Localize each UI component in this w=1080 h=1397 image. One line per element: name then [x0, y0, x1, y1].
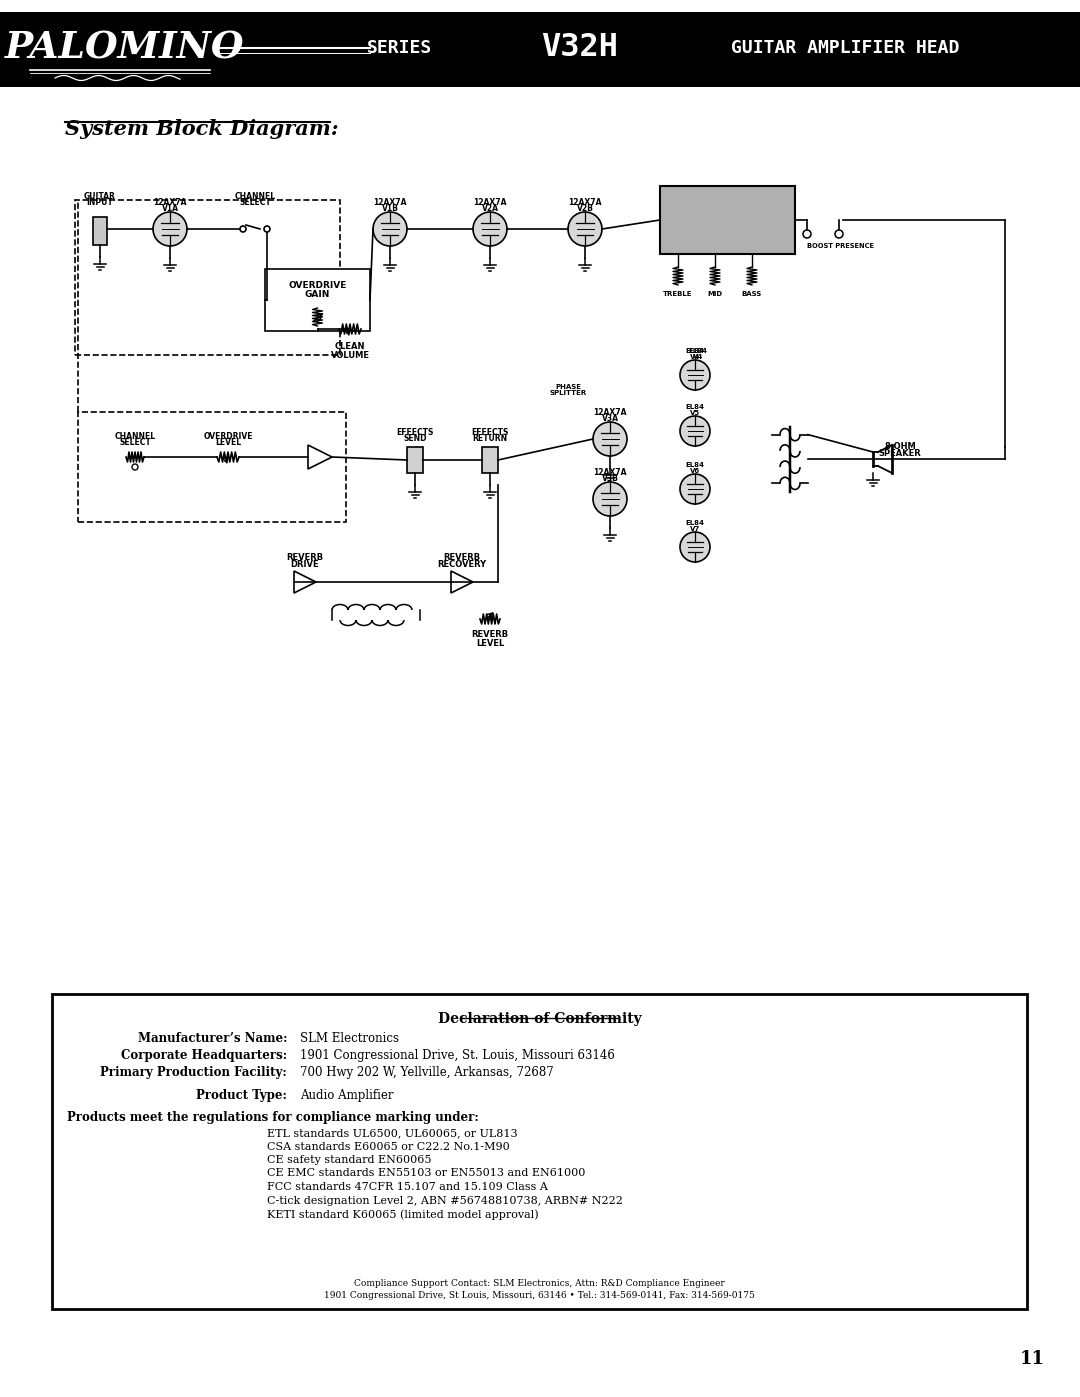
Text: SELECT: SELECT [119, 439, 151, 447]
Text: Audio Amplifier: Audio Amplifier [300, 1090, 393, 1102]
Text: BASS: BASS [742, 291, 762, 298]
Text: REVERB: REVERB [472, 630, 509, 638]
Text: PHASE: PHASE [555, 384, 581, 390]
Text: 1901 Congressional Drive, St Louis, Missouri, 63146 • Tel.: 314-569-0141, Fax: 3: 1901 Congressional Drive, St Louis, Miss… [324, 1291, 755, 1301]
Text: V1B: V1B [381, 204, 399, 212]
Text: BOOST PRESENCE: BOOST PRESENCE [807, 243, 874, 249]
Circle shape [593, 422, 627, 455]
Circle shape [680, 360, 710, 390]
Text: Compliance Support Contact: SLM Electronics, Attn: R&D Compliance Engineer: Compliance Support Contact: SLM Electron… [354, 1280, 725, 1288]
Text: CSA standards E60065 or C22.2 No.1-M90: CSA standards E60065 or C22.2 No.1-M90 [267, 1141, 510, 1151]
Text: OVERDRIVE: OVERDRIVE [203, 432, 253, 441]
Text: V32H: V32H [541, 32, 619, 63]
Text: 1901 Congressional Drive, St. Louis, Missouri 63146: 1901 Congressional Drive, St. Louis, Mis… [300, 1049, 615, 1062]
FancyBboxPatch shape [265, 270, 370, 331]
Text: SPLITTER: SPLITTER [550, 390, 586, 395]
Text: SLM Electronics: SLM Electronics [300, 1032, 399, 1045]
Circle shape [835, 231, 843, 237]
Text: INPUT: INPUT [86, 198, 113, 207]
Text: REVERB: REVERB [286, 553, 324, 562]
Circle shape [264, 226, 270, 232]
Text: EL84: EL84 [689, 348, 707, 353]
Text: V5: V5 [690, 409, 700, 416]
Text: CLEAN: CLEAN [335, 342, 365, 351]
Text: 12AX7A: 12AX7A [153, 198, 187, 207]
Text: EL84: EL84 [686, 348, 704, 353]
Text: 700 Hwy 202 W, Yellville, Arkansas, 72687: 700 Hwy 202 W, Yellville, Arkansas, 7268… [300, 1066, 554, 1078]
Text: 12AX7A: 12AX7A [374, 198, 407, 207]
Text: Primary Production Facility:: Primary Production Facility: [100, 1066, 287, 1078]
Text: 12AX7A: 12AX7A [593, 408, 626, 416]
Text: 12AX7A: 12AX7A [568, 198, 602, 207]
Text: EL84: EL84 [686, 404, 704, 409]
Text: V7: V7 [690, 527, 700, 532]
Text: VOLUME: VOLUME [330, 351, 369, 360]
Text: 11: 11 [1020, 1350, 1044, 1368]
Text: V2B: V2B [577, 204, 593, 212]
Circle shape [473, 212, 507, 246]
Circle shape [240, 226, 246, 232]
Text: GAIN: GAIN [305, 291, 330, 299]
Text: SPEAKER: SPEAKER [879, 448, 921, 458]
Circle shape [680, 474, 710, 504]
Text: Product Type:: Product Type: [197, 1090, 287, 1102]
Text: LEVEL: LEVEL [476, 638, 504, 648]
Circle shape [153, 212, 187, 246]
Text: LEVEL: LEVEL [215, 439, 241, 447]
Text: ETL standards UL6500, UL60065, or UL813: ETL standards UL6500, UL60065, or UL813 [267, 1127, 517, 1139]
Text: CHANNEL: CHANNEL [114, 432, 156, 441]
Circle shape [680, 532, 710, 562]
FancyBboxPatch shape [52, 995, 1027, 1309]
Text: C-tick designation Level 2, ABN #56748810738, ARBN# N222: C-tick designation Level 2, ABN #5674881… [267, 1196, 623, 1206]
Text: OVERDRIVE: OVERDRIVE [288, 281, 347, 291]
Circle shape [568, 212, 602, 246]
Circle shape [132, 464, 138, 469]
Text: 12AX7A: 12AX7A [473, 198, 507, 207]
Text: EL84: EL84 [686, 520, 704, 527]
Text: GUITAR: GUITAR [84, 191, 116, 201]
Text: FCC standards 47CFR 15.107 and 15.109 Class A: FCC standards 47CFR 15.107 and 15.109 Cl… [267, 1182, 548, 1192]
Text: V3B: V3B [602, 474, 619, 483]
FancyBboxPatch shape [660, 186, 795, 254]
Text: SELECT: SELECT [239, 198, 271, 207]
Text: RECOVERY: RECOVERY [437, 560, 487, 569]
Text: V2A: V2A [482, 204, 499, 212]
Text: CE EMC standards EN55103 or EN55013 and EN61000: CE EMC standards EN55103 or EN55013 and … [267, 1168, 585, 1179]
Text: System Block Diagram:: System Block Diagram: [65, 119, 339, 138]
Text: EL84: EL84 [686, 462, 704, 468]
Text: Declaration of Conformity: Declaration of Conformity [437, 1011, 642, 1025]
Text: 8 OHM: 8 OHM [885, 441, 916, 451]
Text: Corporate Headquarters:: Corporate Headquarters: [121, 1049, 287, 1062]
Circle shape [680, 416, 710, 446]
Text: CE safety standard EN60065: CE safety standard EN60065 [267, 1155, 432, 1165]
Text: V3A: V3A [602, 414, 619, 423]
Text: TREBLE: TREBLE [663, 291, 692, 298]
Text: MID: MID [707, 291, 723, 298]
Text: SEND: SEND [403, 434, 427, 443]
Text: SERIES: SERIES [367, 39, 433, 57]
FancyBboxPatch shape [0, 13, 1080, 87]
Text: CHANNEL: CHANNEL [234, 191, 275, 201]
Text: Manufacturer’s Name:: Manufacturer’s Name: [137, 1032, 287, 1045]
Text: Products meet the regulations for compliance marking under:: Products meet the regulations for compli… [67, 1111, 478, 1125]
Circle shape [373, 212, 407, 246]
Text: EFFECTS: EFFECTS [471, 427, 509, 437]
Text: V4: V4 [692, 353, 703, 360]
FancyBboxPatch shape [407, 447, 423, 474]
Text: V6: V6 [690, 468, 700, 474]
Text: EFFECTS: EFFECTS [396, 427, 434, 437]
Text: V4: V4 [690, 353, 700, 360]
FancyBboxPatch shape [482, 447, 498, 474]
Text: V1A: V1A [162, 204, 178, 212]
Text: RETURN: RETURN [472, 434, 508, 443]
Text: KETI standard K60065 (limited model approval): KETI standard K60065 (limited model appr… [267, 1208, 539, 1220]
Text: PALOMINO: PALOMINO [5, 29, 245, 67]
Text: 12AX7A: 12AX7A [593, 468, 626, 476]
Circle shape [804, 231, 811, 237]
Circle shape [593, 482, 627, 515]
Text: GUITAR AMPLIFIER HEAD: GUITAR AMPLIFIER HEAD [731, 39, 959, 57]
Text: DRIVE: DRIVE [291, 560, 320, 569]
Text: REVERB: REVERB [444, 553, 481, 562]
FancyBboxPatch shape [93, 217, 107, 244]
